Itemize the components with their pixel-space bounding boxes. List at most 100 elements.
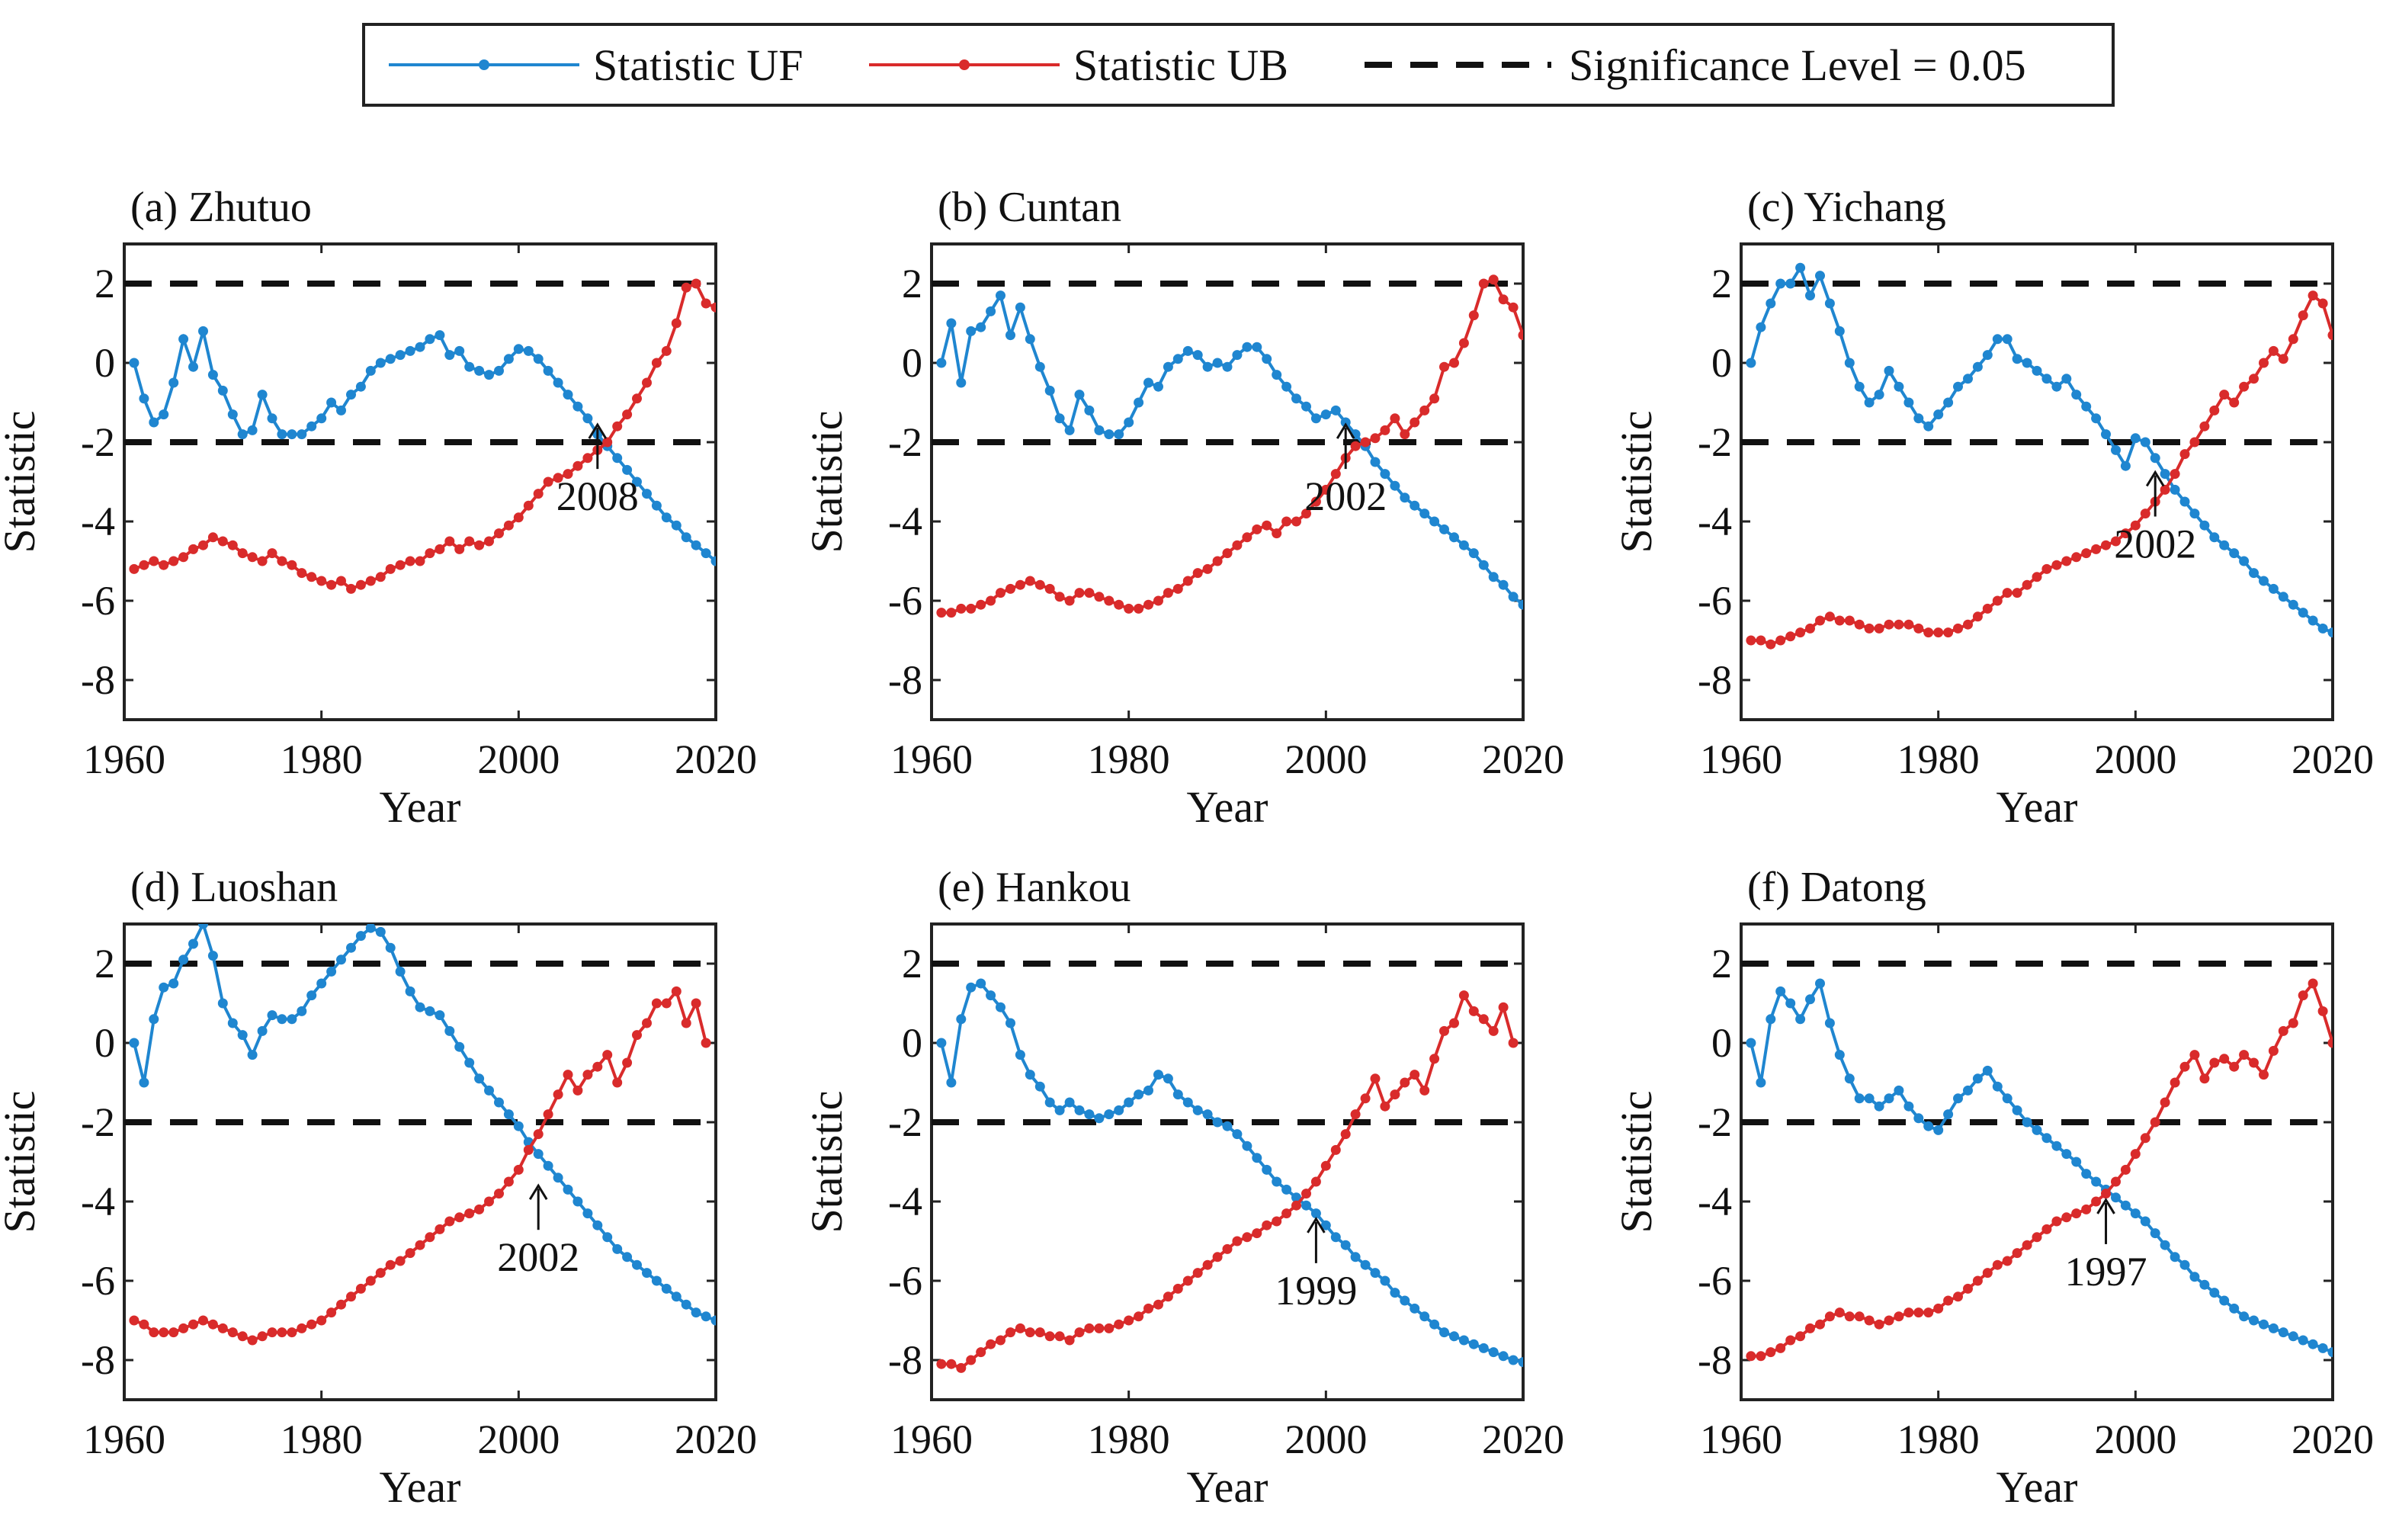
series-point-uf [592, 1220, 603, 1230]
series-point-uf [1281, 1184, 1292, 1195]
series-point-uf [178, 954, 189, 965]
legend-ub-marker [959, 59, 970, 70]
series-point-ub [1212, 556, 1223, 566]
series-point-uf [720, 1320, 730, 1330]
series-point-ub [385, 1259, 396, 1270]
series-point-uf [1192, 350, 1203, 361]
x-axis-label: Year [1187, 1462, 1268, 1512]
series-point-ub [2317, 1006, 2328, 1016]
series-point-uf [1005, 330, 1015, 341]
series-point-ub [2347, 358, 2357, 368]
series-point-ub [1390, 413, 1400, 424]
series-point-uf [543, 1160, 553, 1171]
series-point-ub [188, 1319, 198, 1330]
chart-panel-3: (c) Yichang 2 0 -2 -4 -6 -8 1960 1980 2000 2020 Yea… [1612, 184, 2374, 832]
series-point-uf [2179, 496, 2190, 507]
series-point-ub [1054, 592, 1065, 602]
series-point-ub [582, 1070, 593, 1080]
series-point-ub [2012, 588, 2022, 598]
series-point-ub [642, 377, 652, 388]
series-point-ub [1252, 1228, 1262, 1239]
series-point-ub [533, 1129, 544, 1140]
series-point-uf [1874, 1101, 1884, 1112]
series-point-uf [1143, 1085, 1153, 1096]
series-point-ub [2101, 540, 2111, 550]
series-point-uf [454, 345, 465, 356]
series-point-uf [1310, 1208, 1321, 1219]
series-point-ub [1458, 990, 1469, 1001]
x-tick-label: 2000 [1284, 1416, 1367, 1462]
series-point-ub [2288, 334, 2298, 345]
series-point-ub [1766, 1347, 1776, 1358]
series-point-ub [2249, 374, 2259, 384]
series-point-ub [2298, 990, 2308, 1001]
series-point-ub [1874, 1319, 1884, 1330]
series-point-ub [612, 421, 623, 432]
series-point-ub [936, 1359, 947, 1369]
x-tick-label: 1980 [1897, 1416, 1980, 1462]
series-point-ub [129, 563, 140, 574]
series-point-uf [247, 1050, 258, 1060]
series-point-uf [1114, 1105, 1124, 1115]
series-point-uf [1124, 417, 1134, 428]
series-point-ub [1864, 623, 1875, 634]
legend-entry-significance: Significance Level = 0.05 [1365, 40, 2026, 90]
series-point-ub [1114, 1319, 1124, 1330]
series-point-ub [986, 1339, 996, 1349]
x-tick-label: 1980 [1897, 736, 1980, 782]
series-point-uf [1903, 1101, 1914, 1112]
series-point-uf [1054, 1105, 1065, 1115]
series-point-uf [1262, 1164, 1272, 1175]
series-point-ub [1458, 338, 1469, 348]
series-point-ub [405, 556, 415, 566]
x-tick-label: 1980 [281, 736, 363, 782]
series-point-uf [2022, 358, 2032, 368]
series-point-uf [1034, 1081, 1045, 1092]
series-point-ub [1746, 1351, 1756, 1362]
series-line-ub [133, 988, 708, 1343]
series-point-uf [1963, 1085, 1973, 1096]
series-point-ub [1844, 1311, 1855, 1322]
series-point-uf [415, 1002, 425, 1012]
series-point-uf [2229, 548, 2240, 559]
series-point-uf [533, 354, 544, 364]
series-point-uf [701, 1311, 711, 1322]
series-point-ub [996, 1335, 1005, 1346]
series-point-ub [553, 1089, 563, 1100]
series-point-ub [247, 552, 258, 563]
series-point-uf [1143, 377, 1153, 388]
y-tick-label: -8 [81, 1337, 115, 1383]
series-point-uf [425, 1006, 435, 1016]
series-point-uf [1498, 1351, 1509, 1362]
series-point-ub [1844, 615, 1855, 626]
series-line-ub [941, 278, 1523, 614]
plot-frame [123, 242, 717, 721]
series-point-uf [572, 401, 583, 412]
series-point-ub [2239, 381, 2250, 392]
legend-sig-label: Significance Level = 0.05 [1569, 40, 2026, 90]
series-point-uf [1972, 361, 1983, 372]
series-point-uf [1775, 278, 1786, 289]
series-point-uf [1419, 1311, 1430, 1322]
chart-panel-5: (e) Hankou 2 0 -2 -4 -6 -8 1960 1980 2000 2020 Year… [802, 864, 1564, 1512]
series-point-ub [1310, 1176, 1321, 1187]
series-point-uf [1370, 1268, 1381, 1279]
series-point-ub [622, 1057, 633, 1068]
series-point-ub [1439, 1025, 1449, 1036]
series-point-ub [1864, 1315, 1875, 1326]
series-point-ub [661, 345, 672, 356]
series-line-uf [132, 330, 716, 563]
series-point-uf [198, 326, 208, 336]
series-point-ub [1518, 330, 1523, 341]
series-point-uf [435, 330, 445, 341]
y-tick-label: -6 [81, 1258, 115, 1304]
series-point-uf [1212, 358, 1223, 368]
series-point-ub [267, 1327, 277, 1338]
series-point-uf [582, 1208, 593, 1219]
series-point-ub [1202, 1259, 1213, 1270]
series-point-uf [1805, 290, 1815, 301]
series-point-ub [139, 1319, 149, 1330]
series-point-uf [1182, 345, 1193, 356]
series-point-uf [1766, 1014, 1776, 1025]
series-point-ub [287, 1327, 297, 1338]
